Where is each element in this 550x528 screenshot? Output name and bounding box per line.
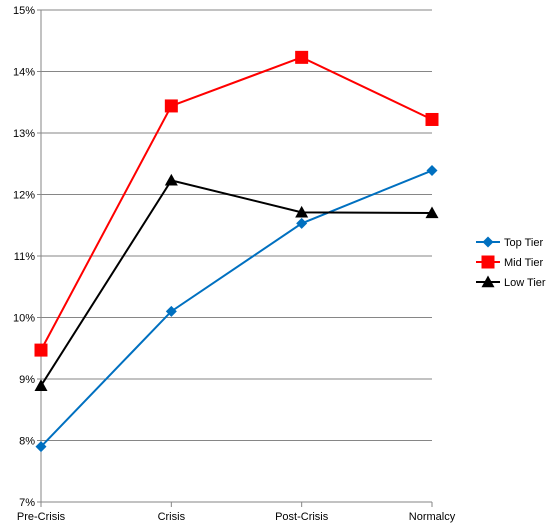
top-tier-line bbox=[40, 169, 433, 448]
x-tick-label: Post-Crisis bbox=[275, 511, 329, 523]
y-tick-label: 10% bbox=[13, 313, 35, 325]
y-tick-label: 14% bbox=[13, 67, 35, 79]
mid-tier-point bbox=[295, 50, 309, 64]
top-tier-point bbox=[426, 165, 438, 177]
x-axis-ticks: Pre-Crisis Crisis Post-Crisis Normalcy bbox=[17, 502, 456, 523]
top-tier-point bbox=[35, 441, 47, 453]
series-mid-tier bbox=[34, 50, 439, 357]
top-tier-point bbox=[296, 217, 308, 229]
x-tick-label: Normalcy bbox=[409, 511, 456, 523]
legend-item-mid-tier: Mid Tier bbox=[476, 255, 543, 269]
mid-tier-point bbox=[425, 112, 439, 126]
mid-tier-point bbox=[164, 99, 178, 113]
y-axis-ticks: 7% 8% 9% 10% 11% 12% 13% 14% 15% bbox=[13, 5, 41, 509]
y-tick-label: 15% bbox=[13, 5, 35, 17]
low-tier-line bbox=[40, 179, 433, 387]
low-tier-point bbox=[425, 206, 439, 219]
y-tick-label: 8% bbox=[19, 436, 35, 448]
low-tier-point bbox=[295, 205, 309, 218]
series bbox=[34, 50, 439, 453]
low-tier-point bbox=[164, 173, 178, 186]
legend-label: Top Tier bbox=[504, 237, 543, 249]
legend-item-low-tier: Low Tier bbox=[476, 275, 546, 289]
y-tick-label: 13% bbox=[13, 128, 35, 140]
series-low-tier bbox=[34, 173, 439, 391]
y-tick-label: 9% bbox=[19, 374, 35, 386]
series-top-tier bbox=[35, 165, 438, 453]
legend-swatch-marker bbox=[481, 255, 495, 269]
y-tick-label: 7% bbox=[19, 497, 35, 509]
legend-swatch-marker bbox=[481, 275, 495, 288]
legend-swatch-marker bbox=[482, 236, 494, 248]
legend-item-top-tier: Top Tier bbox=[476, 236, 543, 249]
legend-label: Mid Tier bbox=[504, 257, 543, 269]
low-tier-point bbox=[34, 379, 48, 391]
y-tick-label: 12% bbox=[13, 190, 35, 202]
legend: Top Tier Mid Tier Low Tier bbox=[476, 236, 546, 289]
mid-tier-point bbox=[34, 343, 48, 357]
gridlines bbox=[41, 9, 432, 503]
y-tick-label: 11% bbox=[14, 251, 35, 263]
mid-tier-line bbox=[40, 56, 433, 351]
legend-label: Low Tier bbox=[504, 277, 546, 289]
x-tick-label: Pre-Crisis bbox=[17, 511, 66, 523]
top-tier-point bbox=[165, 305, 177, 317]
x-tick-label: Crisis bbox=[158, 511, 186, 523]
